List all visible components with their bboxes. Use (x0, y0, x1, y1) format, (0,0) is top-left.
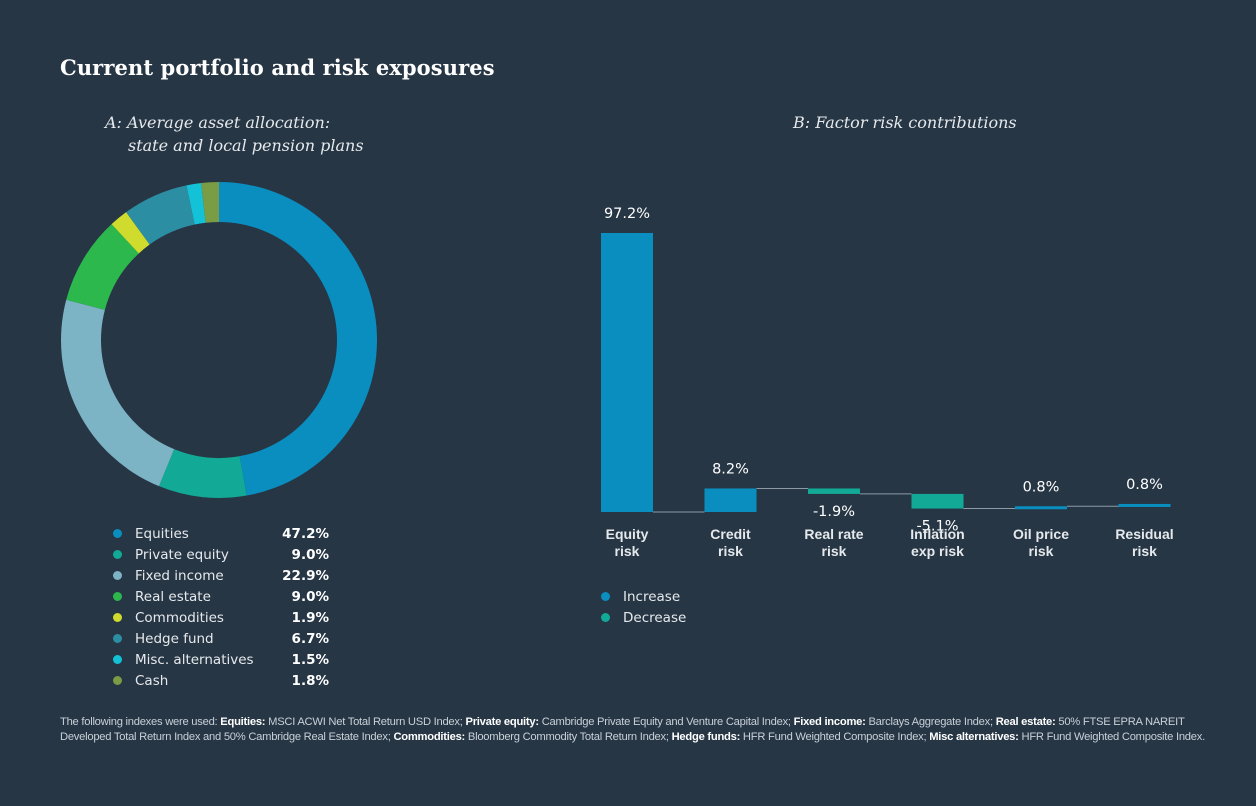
legend-label: Misc. alternatives (135, 651, 254, 668)
waterfall-bar-equity-risk (601, 233, 653, 512)
footnote-text: Bloomberg Commodity Total Return Index; (465, 731, 672, 743)
legend-value: 47.2% (282, 525, 329, 542)
legend-item: Hedge fund 6.7% (113, 628, 329, 649)
legend-item: Fixed income 22.9% (113, 565, 329, 586)
donut-slice-hedge-fund (126, 185, 195, 245)
waterfall-category-label: Residual risk (1115, 526, 1173, 559)
legend-value: 22.9% (282, 567, 329, 584)
page-title: Current portfolio and risk exposures (60, 55, 495, 80)
footnote-key: Commodities: (393, 731, 466, 743)
legend-decrease-label: Decrease (623, 609, 687, 626)
legend-value: 9.0% (291, 588, 329, 605)
legend-item: Private equity 9.0% (113, 544, 329, 565)
legend-dot-icon (113, 592, 122, 601)
footnote-key: Equities: (220, 716, 266, 728)
waterfall-category-label: Real rate risk (804, 526, 863, 559)
legend-label: Equities (135, 525, 189, 542)
legend-dot-icon (113, 529, 122, 538)
waterfall-value-label: 0.8% (1126, 477, 1163, 493)
waterfall-legend: Increase Decrease (601, 586, 686, 628)
legend-item: Real estate 9.0% (113, 586, 329, 607)
increase-dot-icon (601, 592, 610, 601)
legend-value: 1.8% (291, 672, 329, 689)
footnote-key: Misc alternatives: (929, 731, 1019, 743)
waterfall-bar-credit-risk (704, 488, 757, 512)
footnote-text: Barclays Aggregate Index; (865, 716, 996, 728)
footnote-text: HFR Fund Weighted Composite Index; (740, 731, 930, 743)
waterfall-bar-residual-risk (1118, 503, 1171, 507)
footnote-text: Cambridge Private Equity and Venture Cap… (538, 716, 794, 728)
footnote-key: Hedge funds: (671, 731, 741, 743)
waterfall-bar-real-rate-risk (808, 488, 860, 494)
waterfall-category-label: Inflation exp risk (910, 526, 964, 559)
waterfall-bar-inflation-exp-risk (911, 493, 964, 509)
donut-slice-misc-alternatives (186, 183, 206, 225)
legend-dot-icon (113, 571, 122, 580)
donut-slice-equities (219, 182, 378, 496)
donut-slice-private-equity (158, 449, 247, 498)
footnote-text: The following indexes were used: (60, 716, 221, 728)
donut-chart-title: A: Average asset allocation: state and l… (105, 111, 364, 157)
waterfall-value-label: -5.1% (916, 519, 958, 535)
footnote: The following indexes were used: Equitie… (60, 715, 1210, 745)
footnote-key: Fixed income: (793, 716, 866, 728)
waterfall-value-label: 8.2% (712, 461, 749, 477)
waterfall-category-label: Credit risk (710, 526, 751, 559)
waterfall-value-label: 97.2% (604, 206, 650, 222)
footnote-key: Private equity: (465, 716, 539, 728)
waterfall-chart-title: B: Factor risk contributions (793, 113, 1017, 132)
legend-value: 9.0% (291, 546, 329, 563)
legend-label: Commodities (135, 609, 224, 626)
legend-item: Equities 47.2% (113, 523, 329, 544)
legend-label: Private equity (135, 546, 229, 563)
decrease-dot-icon (601, 613, 610, 622)
legend-dot-icon (113, 655, 122, 664)
legend-value: 1.9% (291, 609, 329, 626)
legend-increase-label: Increase (623, 588, 681, 605)
legend-item: Commodities 1.9% (113, 607, 329, 628)
donut-slice-commodities (111, 212, 150, 254)
footnote-text: 50% FTSE EPRA NAREIT Developed Total Ret… (60, 716, 1185, 743)
waterfall-category-label: Equity risk (606, 526, 649, 559)
donut-title-line2: state and local pension plans (128, 136, 364, 155)
legend-label: Fixed income (135, 567, 224, 584)
legend-dot-icon (113, 550, 122, 559)
waterfall-bar-oil-price-risk (1015, 506, 1067, 510)
legend-decrease: Decrease (601, 607, 686, 628)
donut-slice-cash (201, 182, 219, 223)
legend-item: Misc. alternatives 1.5% (113, 649, 329, 670)
donut-legend: Equities 47.2% Private equity 9.0% Fixed inc… (113, 523, 329, 691)
donut-title-line1: A: Average asset allocation: (105, 113, 331, 132)
footnote-key: Real estate: (995, 716, 1056, 728)
legend-increase: Increase (601, 586, 686, 607)
legend-dot-icon (113, 613, 122, 622)
waterfall-value-label: -1.9% (813, 504, 855, 520)
donut-slice-real-estate (66, 224, 139, 310)
legend-label: Cash (135, 672, 169, 689)
footnote-text: MSCI ACWI Net Total Return USD Index; (265, 716, 466, 728)
legend-dot-icon (113, 634, 122, 643)
footnote-text: HFR Fund Weighted Composite Index. (1018, 731, 1205, 743)
legend-value: 6.7% (291, 630, 329, 647)
donut-slice-fixed-income (60, 299, 175, 487)
waterfall-value-label: 0.8% (1023, 479, 1060, 495)
legend-dot-icon (113, 676, 122, 685)
waterfall-category-label: Oil price risk (1013, 526, 1069, 559)
legend-value: 1.5% (291, 651, 329, 668)
legend-label: Real estate (135, 588, 211, 605)
legend-label: Hedge fund (135, 630, 214, 647)
legend-item: Cash 1.8% (113, 670, 329, 691)
